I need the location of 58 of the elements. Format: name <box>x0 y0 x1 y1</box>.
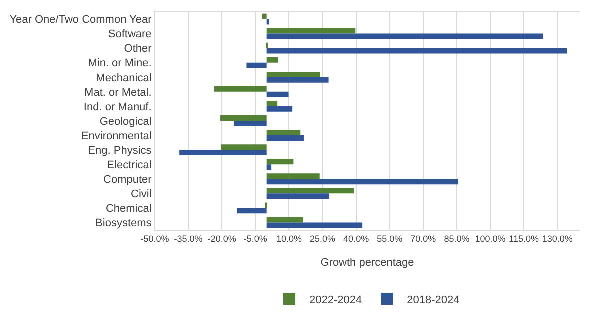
y-tick-label: Mechanical <box>96 72 152 84</box>
bar <box>266 28 356 34</box>
bar <box>266 194 330 200</box>
y-tick-label: Min. or Mine. <box>88 58 152 70</box>
bar <box>266 77 329 83</box>
bar <box>266 136 304 141</box>
y-tick-label: Software <box>108 28 152 41</box>
y-tick-label: Biosystems <box>96 218 152 230</box>
x-tick-label: 40.0% <box>344 234 370 244</box>
y-tick-label: Geological <box>100 116 152 128</box>
bar <box>266 179 458 185</box>
y-tick-label: Ind. or Manuf. <box>84 101 152 114</box>
x-tick-label: -35.0% <box>174 234 203 244</box>
x-tick-label: 130.0% <box>542 234 573 244</box>
bar <box>266 174 320 180</box>
x-tick-label: 115.0% <box>509 234 540 244</box>
bar <box>237 208 267 214</box>
y-tick-label: Mat. or Metal. <box>84 86 152 99</box>
x-tick-label: 85.0% <box>444 234 470 244</box>
x-tick-label: 10.0% <box>276 234 302 244</box>
bar <box>266 48 568 54</box>
x-tick-label: -20.0% <box>208 234 236 244</box>
y-tick-label: Computer <box>104 174 152 186</box>
bar <box>214 86 267 92</box>
bar <box>180 150 267 156</box>
bar <box>266 188 354 194</box>
y-tick-label: Year One/Two Common Year <box>10 14 152 26</box>
bar <box>220 116 267 121</box>
y-tick-label: Other <box>124 43 152 56</box>
y-tick-label: Civil <box>131 188 152 201</box>
bar <box>266 217 304 223</box>
x-tick-label: 100.0% <box>475 234 506 244</box>
x-tick-label: -5.0% <box>244 234 268 244</box>
legend-label: 2018-2024 <box>407 294 460 306</box>
y-tick-label: Eng. Physics <box>88 144 152 157</box>
y-tick-label: Chemical <box>106 203 152 216</box>
bar <box>266 92 289 98</box>
bar <box>266 72 320 78</box>
bar <box>266 159 294 165</box>
bar <box>266 164 272 170</box>
bar <box>266 130 301 136</box>
bar <box>234 121 267 126</box>
bar <box>266 222 363 228</box>
y-tick-label: Electrical <box>107 159 152 172</box>
legend-label: 2022-2024 <box>310 294 362 306</box>
bar <box>266 101 278 106</box>
x-tick-label: 70.0% <box>410 234 436 244</box>
y-tick-label: Environmental <box>81 130 152 142</box>
bar <box>262 14 267 20</box>
bar <box>266 57 278 63</box>
bar <box>246 62 267 68</box>
x-tick-label: 55.0% <box>377 234 403 244</box>
bar <box>266 34 544 40</box>
x-tick-label: 25.0% <box>310 234 336 244</box>
bar <box>221 144 267 150</box>
x-tick-label: -50.0% <box>140 234 170 244</box>
x-axis-title: Growth percentage <box>320 257 414 269</box>
bar <box>266 106 293 112</box>
